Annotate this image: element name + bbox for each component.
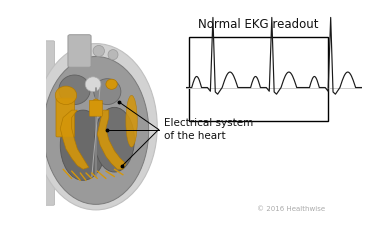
Ellipse shape (60, 110, 106, 180)
Ellipse shape (43, 56, 149, 204)
PathPatch shape (60, 110, 89, 169)
Ellipse shape (85, 77, 101, 92)
Ellipse shape (95, 107, 134, 172)
Ellipse shape (108, 50, 118, 60)
Ellipse shape (59, 75, 90, 105)
Bar (188, 37, 328, 121)
Ellipse shape (35, 44, 157, 210)
FancyBboxPatch shape (89, 100, 102, 116)
FancyBboxPatch shape (36, 41, 54, 205)
Ellipse shape (55, 86, 77, 105)
Text: Electrical system
of the heart: Electrical system of the heart (164, 118, 254, 141)
Ellipse shape (106, 79, 117, 89)
Ellipse shape (94, 79, 121, 105)
Ellipse shape (126, 95, 137, 147)
Text: Normal EKG readout: Normal EKG readout (198, 18, 319, 31)
Ellipse shape (93, 45, 105, 57)
Text: © 2016 Healthwise: © 2016 Healthwise (257, 206, 325, 212)
FancyBboxPatch shape (68, 35, 91, 67)
FancyBboxPatch shape (56, 98, 74, 137)
Ellipse shape (92, 99, 99, 106)
PathPatch shape (97, 110, 126, 169)
